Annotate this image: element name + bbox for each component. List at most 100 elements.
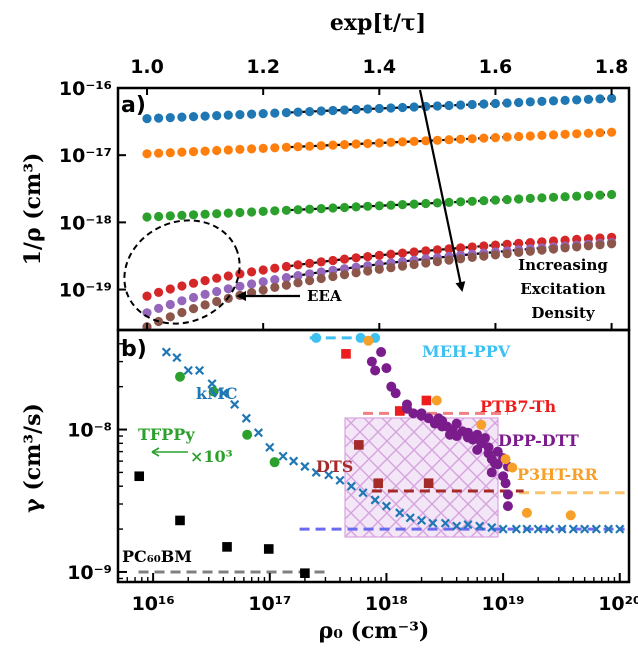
a-point	[258, 277, 268, 287]
a-point	[397, 102, 408, 113]
a-point	[490, 195, 500, 205]
a-point	[165, 211, 175, 221]
a-point	[270, 282, 280, 292]
a-point	[165, 299, 175, 310]
a-point	[456, 197, 466, 207]
tfppy-arrowhead	[151, 447, 160, 457]
b-point-x	[218, 388, 228, 398]
b-point-square	[341, 349, 351, 359]
b-point-circle	[451, 418, 462, 429]
a-point	[374, 103, 384, 114]
a-point	[456, 254, 466, 264]
a-point	[235, 281, 245, 291]
b-point-x	[265, 442, 275, 452]
a-point	[154, 211, 164, 222]
a-point	[212, 111, 222, 121]
a-point	[479, 251, 489, 261]
a-point	[514, 238, 524, 248]
a-point	[293, 260, 303, 270]
a-point	[328, 105, 338, 116]
b-point-x	[300, 461, 310, 472]
a-point	[502, 98, 512, 108]
a-point	[154, 148, 164, 158]
a-point	[142, 212, 152, 222]
a-point	[281, 273, 291, 283]
a-point	[188, 304, 199, 314]
a-point	[223, 208, 233, 218]
a-point	[432, 245, 442, 255]
a-point	[188, 112, 199, 122]
b-point-circle	[472, 444, 483, 455]
a-point	[328, 203, 338, 213]
a-point	[514, 194, 524, 204]
increasing-label: Increasing	[518, 256, 608, 274]
b-panel-label: b)	[121, 337, 147, 362]
b-point-x	[241, 413, 251, 423]
a-xtick-label: 1.0	[130, 56, 164, 78]
b-point-circle	[486, 467, 497, 478]
a-data-points	[142, 93, 617, 332]
a-point	[177, 296, 187, 306]
a-point	[490, 98, 500, 109]
a-point	[165, 148, 175, 158]
a-point	[293, 142, 303, 152]
a-point	[281, 108, 291, 118]
a-point	[374, 264, 384, 274]
a-point	[247, 144, 257, 154]
mehppv-label: MEH-PPV	[422, 342, 511, 361]
a-point	[607, 93, 617, 103]
a-point	[386, 137, 396, 147]
a-point	[583, 128, 594, 138]
a-point	[409, 102, 419, 112]
a-point	[270, 275, 280, 285]
a-point	[607, 239, 617, 249]
a-point	[351, 202, 361, 212]
a-point	[177, 210, 187, 220]
a-point	[188, 147, 199, 157]
b-point-square	[263, 544, 274, 554]
a-point	[490, 250, 500, 260]
a-point	[502, 195, 512, 205]
a-point	[142, 149, 152, 159]
tfppy-scale-label: ×10³	[190, 447, 233, 466]
b-point-x	[346, 481, 356, 491]
b-xtick-label: 10¹⁹	[482, 593, 525, 615]
a-point	[200, 146, 210, 156]
a-point	[258, 109, 268, 119]
a-point	[154, 287, 164, 297]
a-point	[316, 273, 326, 284]
b-point-circle	[175, 371, 186, 382]
ptb7-label: PTB7-Th	[480, 397, 556, 416]
a-point	[305, 107, 315, 117]
a-point	[572, 95, 582, 105]
a-point	[339, 254, 350, 264]
a-point	[548, 130, 559, 140]
a-point	[525, 246, 535, 256]
b-point-circle	[269, 457, 280, 468]
a-point	[444, 255, 454, 265]
a-point	[456, 243, 466, 253]
b-point-circle	[521, 507, 532, 518]
a-point	[456, 100, 466, 110]
a-point	[328, 271, 338, 282]
a-point	[339, 140, 350, 150]
a-point	[281, 142, 291, 152]
a-point	[212, 273, 222, 283]
a-point	[258, 265, 268, 275]
a-point	[305, 141, 315, 151]
a-point	[316, 141, 326, 151]
a-point	[293, 271, 303, 281]
a-point	[165, 284, 175, 294]
b-point-x	[416, 515, 427, 526]
a-point	[560, 243, 570, 253]
a-point	[363, 201, 373, 211]
b-point-circle	[390, 388, 401, 399]
b-point-x	[544, 524, 555, 534]
a-point	[339, 270, 350, 280]
p3htrr-label: P3HT-RR	[517, 465, 598, 484]
a-point	[467, 99, 477, 110]
b-point-circle	[408, 408, 419, 419]
excitation-label: Excitation	[520, 280, 605, 298]
kmc-label: kMC	[196, 384, 238, 403]
a-point	[142, 291, 152, 301]
